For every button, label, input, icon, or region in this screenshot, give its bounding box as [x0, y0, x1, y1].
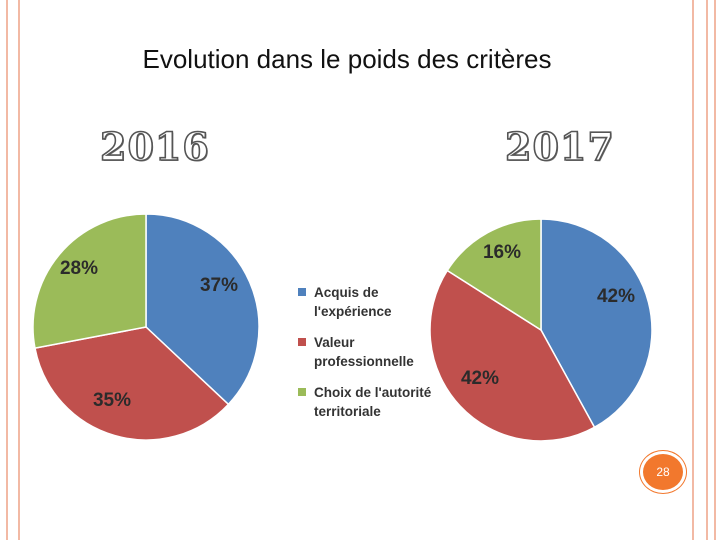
data-label-2016-valeur: 35% [93, 390, 131, 411]
slide-frame-right-outer [714, 0, 716, 540]
data-label-2017-valeur: 42% [461, 368, 499, 389]
legend-label-acquis: Acquis de l'expérience [314, 285, 392, 319]
legend-label-choix: Choix de l'autorité territoriale [314, 385, 432, 419]
legend-item-acquis: Acquis de l'expérience [298, 283, 448, 321]
legend-item-choix: Choix de l'autorité territoriale [298, 383, 448, 421]
legend-item-valeur: Valeur professionnelle [298, 333, 448, 371]
legend-label-valeur: Valeur professionnelle [314, 335, 414, 369]
pie-slice-2017-valeur [429, 269, 596, 442]
pie-slice-2016-valeur [34, 326, 230, 441]
pie-slice-2016-acquis [145, 213, 260, 406]
legend-swatch-choix [298, 388, 306, 396]
data-label-2016-acquis: 37% [200, 275, 238, 296]
page-number-badge: 28 [640, 451, 686, 493]
legend-swatch-valeur [298, 338, 306, 346]
slide-title: Evolution dans le poids des critères [142, 44, 552, 74]
chart-title-2016: 2016 [99, 123, 210, 170]
chart-legend: Acquis de l'expérience Valeur profession… [298, 283, 448, 433]
legend-swatch-acquis [298, 288, 306, 296]
data-label-2016-choix: 28% [60, 258, 98, 279]
data-label-2017-acquis: 42% [597, 286, 635, 307]
slide-frame-left [6, 0, 20, 540]
pie-slice-2017-choix [446, 218, 542, 332]
pie-chart-2017: 42% 42% 16% [429, 218, 653, 442]
pie-slice-2016-choix [32, 213, 147, 350]
data-label-2017-choix: 16% [483, 242, 521, 263]
chart-title-2017: 2017 [504, 123, 615, 170]
pie-chart-2016: 37% 35% 28% [32, 213, 260, 441]
slide-frame-right [692, 0, 708, 540]
pie-slice-2017-acquis [540, 218, 653, 429]
